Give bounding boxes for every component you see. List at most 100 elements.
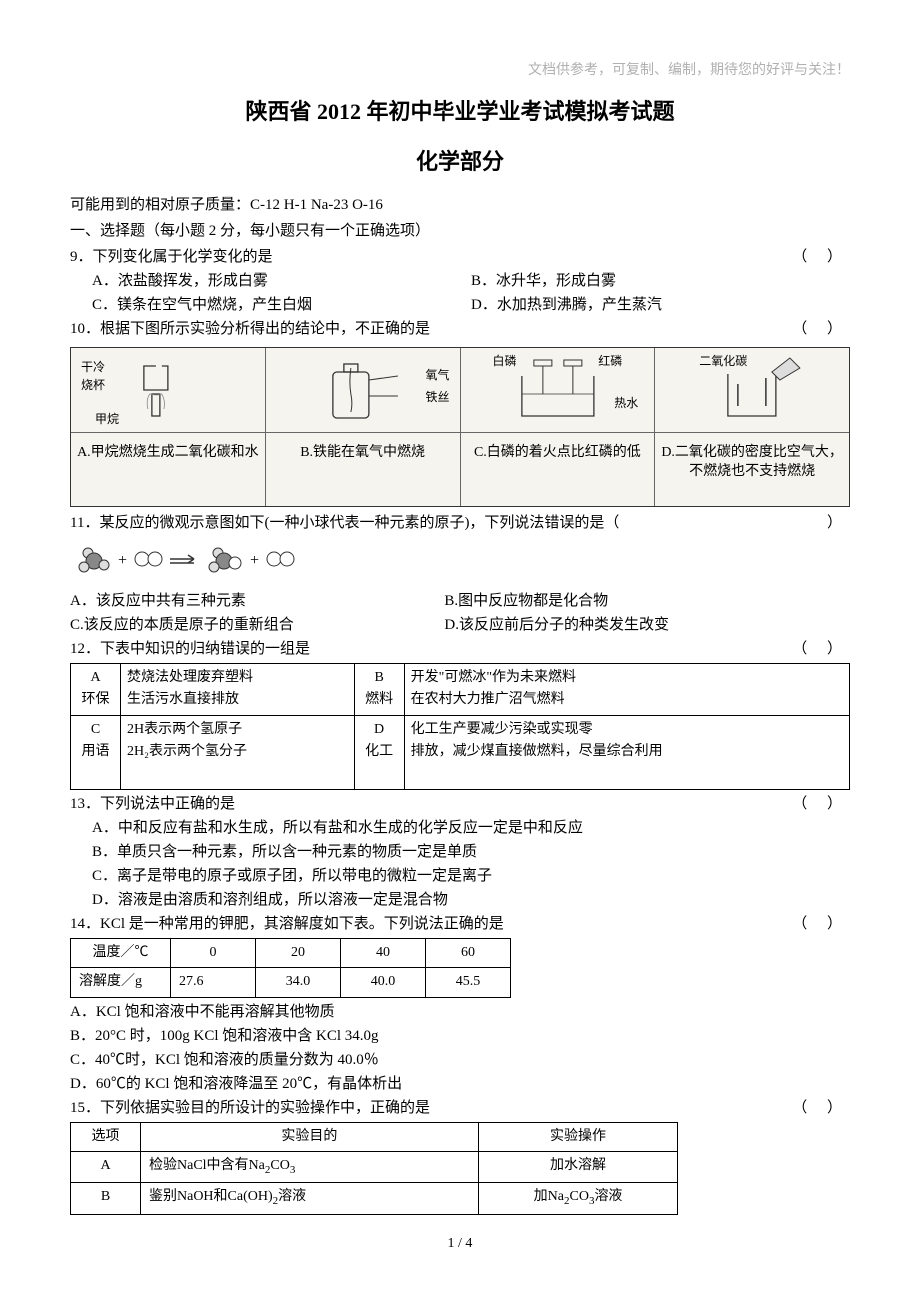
q10-text: 10．根据下图所示实验分析得出的结论中，不正确的是 [70,317,430,341]
diagram-c: 白磷 红磷 热水 [461,348,656,433]
label-tie-si: 铁丝 [425,388,449,407]
cell: 选项 [71,1122,141,1151]
cell: 40.0 [341,968,426,997]
cell: 34.0 [256,968,341,997]
answer-blank: （ ） [792,637,850,661]
q13-stem: 13．下列说法中正确的是 （ ） [70,792,850,816]
cell: 溶解度／g [71,968,171,997]
cell: 加Na2CO3溶液 [478,1183,678,1214]
page-title: 陕西省 2012 年初中毕业学业考试模拟考试题 [70,94,850,129]
q15-text: 15．下列依据实验目的所设计的实验操作中，正确的是 [70,1096,430,1120]
answer-blank: （ ） [792,317,850,341]
q14-opt-c: C．40℃时，KCl 饱和溶液的质量分数为 40.0％ [70,1048,850,1072]
q14-opt-b: B．20°C 时，100g KCl 饱和溶液中含 KCl 34.0g [70,1024,850,1048]
q9-text: 9．下列变化属于化学变化的是 [70,245,273,269]
cell: 加水溶解 [478,1152,678,1183]
conclusion-c: C.白磷的着火点比红磷的低 [461,433,656,506]
diagram-d-svg [659,354,845,426]
q14-text: 14．KCl 是一种常用的钾肥，其溶解度如下表。下列说法正确的是 [70,912,504,936]
q14-opt-d: D．60℃的 KCl 饱和溶液降温至 20℃，有晶体析出 [70,1072,850,1096]
conclusion-a: A.甲烷燃烧生成二氧化碳和水 [71,433,266,506]
svg-text:+: + [250,552,259,569]
label-bai-lin: 白磷 [493,352,517,371]
table-row: 选项 实验目的 实验操作 [71,1122,678,1151]
label-shao-bei: 烧杯 [81,376,105,395]
q14-opt-a: A．KCl 饱和溶液中不能再溶解其他物质 [70,1000,850,1024]
cell: 开发"可燃冰"作为未来燃料在农村大力推广沼气燃料 [404,663,849,715]
svg-text:+: + [118,552,127,569]
q11-stem: 11．某反应的微观示意图如下(一种小球代表一种元素的原子)，下列说法错误的是（ … [70,511,850,535]
table-row: 温度／℃ 0 20 40 60 [71,938,511,967]
cell: 焚烧法处理废弃塑料生活污水直接排放 [121,663,355,715]
cell: 2H表示两个氢原子2H₂表示两个氢分子 [121,715,355,789]
q13-opt-c: C．离子是带电的原子或原子团，所以带电的微粒一定是离子 [70,864,850,888]
answer-blank: （ ） [792,245,850,269]
q9-opt-d: D．水加热到沸腾，产生蒸汽 [471,293,850,317]
diagram-d: 二氧化碳 [655,348,849,433]
cell: A [71,1152,141,1183]
q12-text: 12．下表中知识的归纳错误的一组是 [70,637,310,661]
cell: B [71,1183,141,1214]
table-row: 溶解度／g 27.6 34.0 40.0 45.5 [71,968,511,997]
table-row: B 鉴别NaOH和Ca(OH)2溶液 加Na2CO3溶液 [71,1183,678,1214]
atomic-mass-info: 可能用到的相对原子质量：C-12 H-1 Na-23 O-16 [70,193,850,217]
label-hong-lin: 红磷 [598,352,622,371]
label-co2: 二氧化碳 [699,352,747,371]
label-jia-wan: 甲烷 [95,410,119,429]
cell: 27.6 [171,968,256,997]
q12-table: A环保 焚烧法处理废弃塑料生活污水直接排放 B燃料 开发"可燃冰"作为未来燃料在… [70,663,850,790]
answer-blank: （ ） [792,792,850,816]
section-heading: 一、选择题（每小题 2 分，每小题只有一个正确选项） [70,219,850,243]
q9-stem: 9．下列变化属于化学变化的是 （ ） [70,245,850,269]
diagram-b: 氧气 铁丝 [266,348,461,433]
q14-stem: 14．KCl 是一种常用的钾肥，其溶解度如下表。下列说法正确的是 （ ） [70,912,850,936]
label-yang-qi: 氧气 [425,366,449,385]
q9-opt-a: A．浓盐酸挥发，形成白雾 [92,269,471,293]
answer-blank: （ ） [792,912,850,936]
cell: 温度／℃ [71,938,171,967]
cell: 20 [256,938,341,967]
table-row: A环保 焚烧法处理废弃塑料生活污水直接排放 B燃料 开发"可燃冰"作为未来燃料在… [71,663,850,715]
q13-text: 13．下列说法中正确的是 [70,792,235,816]
answer-blank: （ ） [792,1096,850,1120]
page-subtitle: 化学部分 [70,144,850,179]
cell: 40 [341,938,426,967]
q9-options: A．浓盐酸挥发，形成白雾 B．冰升华，形成白雾 C．镁条在空气中燃烧，产生白烟 … [70,269,850,317]
q13-opt-b: B．单质只含一种元素，所以含一种元素的物质一定是单质 [70,840,850,864]
q11-text: 11．某反应的微观示意图如下(一种小球代表一种元素的原子)，下列说法错误的是（ [70,511,619,535]
q11-options: A．该反应中共有三种元素B.图中反应物都是化合物 C.该反应的本质是原子的重新组… [70,589,850,637]
q12-stem: 12．下表中知识的归纳错误的一组是 （ ） [70,637,850,661]
header-note: 文档供参考，可复制、编制，期待您的好评与关注！ [70,60,850,82]
q11-opt-c: C.该反应的本质是原子的重新组合 [70,613,444,637]
q11-opt-a: A．该反应中共有三种元素 [70,589,444,613]
table-row: C用语 2H表示两个氢原子2H₂表示两个氢分子 D化工 化工生产要减少污染或实现… [71,715,850,789]
q13-opt-d: D．溶液是由溶质和溶剂组成，所以溶液一定是混合物 [70,888,850,912]
cell: 化工生产要减少污染或实现零排放，减少煤直接做燃料，尽量综合利用 [404,715,849,789]
q15-stem: 15．下列依据实验目的所设计的实验操作中，正确的是 （ ） [70,1096,850,1120]
q10-stem: 10．根据下图所示实验分析得出的结论中，不正确的是 （ ） [70,317,850,341]
q10-figure: 干冷 烧杯 甲烷 氧气 铁丝 [70,347,850,507]
q9-opt-c: C．镁条在空气中燃烧，产生白烟 [92,293,471,317]
cell: 实验目的 [141,1122,479,1151]
cell: 45.5 [426,968,511,997]
label-gan-leng: 干冷 [81,358,105,377]
answer-blank-close: ） [804,511,850,535]
cell: 检验NaCl中含有Na2CO3 [141,1152,479,1183]
label-re-shui: 热水 [614,394,638,413]
cell: 实验操作 [478,1122,678,1151]
q9-opt-b: B．冰升华，形成白雾 [471,269,850,293]
q11-opt-d: D.该反应前后分子的种类发生改变 [444,613,669,637]
q14-table: 温度／℃ 0 20 40 60 溶解度／g 27.6 34.0 40.0 45.… [70,938,511,998]
reaction-diagram: + + [70,539,850,587]
page-number: 1 / 4 [70,1233,850,1255]
conclusion-b: B.铁能在氧气中燃烧 [266,433,461,506]
cell: 60 [426,938,511,967]
cell: 鉴别NaOH和Ca(OH)2溶液 [141,1183,479,1214]
q15-table: 选项 实验目的 实验操作 A 检验NaCl中含有Na2CO3 加水溶解 B 鉴别… [70,1122,678,1215]
table-row: A 检验NaCl中含有Na2CO3 加水溶解 [71,1152,678,1183]
q11-opt-b: B.图中反应物都是化合物 [444,589,608,613]
diagram-a: 干冷 烧杯 甲烷 [71,348,266,433]
q13-opt-a: A．中和反应有盐和水生成，所以有盐和水生成的化学反应一定是中和反应 [70,816,850,840]
conclusion-d: D.二氧化碳的密度比空气大，不燃烧也不支持燃烧 [655,433,849,506]
cell: 0 [171,938,256,967]
